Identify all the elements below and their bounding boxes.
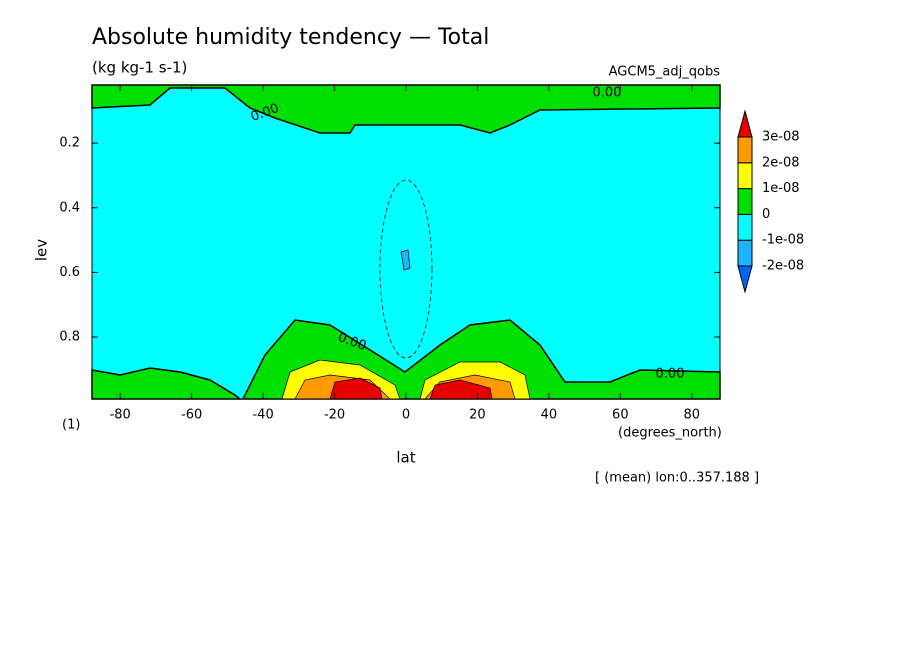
chart-title: Absolute humidity tendency — Total [92,25,489,50]
colorbar-box [737,136,753,164]
contour-region [400,249,411,271]
y-tick-label: 0.6 [59,265,80,280]
y-tick-label: 0.8 [59,329,80,344]
contour-label: 0.00 [593,86,622,101]
y-units: (1) [62,418,80,433]
x-tick-label: 20 [469,408,486,423]
y-tick-label: 0.2 [59,136,80,151]
dataset: AGCM5_adj_qobs [609,65,721,80]
x-tick-label: 40 [541,408,558,423]
colorbar-label: 0 [762,207,770,222]
x-tick-label: -20 [324,408,345,423]
colorbar-label: -2e-08 [762,259,804,274]
colorbar-label: 2e-08 [762,155,800,170]
x-tick-label: -80 [110,408,131,423]
y-tick-label: 0.4 [59,200,80,215]
units: (kg kg-1 s-1) [92,59,187,77]
x-units: (degrees_north) [618,426,722,441]
colorbar-box [737,188,753,215]
contour-label: 0.00 [656,367,685,382]
x-tick-label: 0 [402,408,410,423]
x-tick-label: -40 [252,408,273,423]
x-tick-label: 80 [684,408,701,423]
colorbar-label: 3e-08 [762,130,800,145]
colorbar-box [737,239,753,267]
colorbar-triangle [737,109,753,138]
y-axis-label: lev [33,239,51,261]
colorbar-label: -1e-08 [762,233,804,248]
x-tick-label: -60 [181,408,202,423]
footer: [ (mean) lon:0..357.188 ] [595,471,759,486]
field-background [92,85,720,399]
colorbar-box [737,213,753,241]
contour-line-negative [379,179,433,359]
x-axis-label: lat [396,449,415,467]
colorbar-triangle [737,265,753,294]
x-tick-label: 60 [612,408,629,423]
contour-region [91,84,721,134]
colorbar-box [737,162,753,190]
colorbar-label: 1e-08 [762,181,800,196]
